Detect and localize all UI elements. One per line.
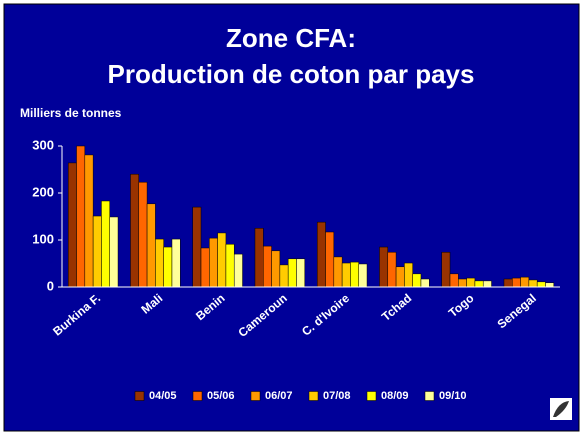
bar [217, 232, 227, 288]
bar [296, 258, 306, 288]
bar [200, 247, 210, 288]
bar [395, 266, 405, 288]
bar [155, 238, 164, 288]
y-tick-label: 100 [32, 231, 54, 246]
bar [503, 278, 513, 288]
bar [520, 276, 530, 288]
legend-swatch [424, 391, 435, 401]
chart-subtitle: Production de coton par pays [108, 59, 475, 89]
bar [528, 279, 538, 288]
bar [441, 251, 451, 288]
chart-title: Zone CFA: [226, 23, 356, 53]
legend-label: 09/10 [439, 390, 467, 402]
legend-swatch [250, 391, 261, 401]
bar [130, 173, 140, 288]
y-axis-label: Milliers de tonnes [20, 106, 122, 120]
bar [379, 246, 389, 288]
bar [449, 273, 459, 288]
bar [163, 246, 173, 288]
bar [101, 200, 110, 288]
bar [233, 253, 243, 288]
y-tick-label: 0 [47, 278, 54, 293]
legend-label: 08/09 [381, 390, 409, 402]
bar [420, 278, 430, 288]
bar [545, 282, 555, 288]
bar [109, 216, 119, 288]
logo [550, 398, 572, 420]
legend-swatch [366, 391, 377, 401]
bar [412, 273, 422, 288]
bar [325, 231, 335, 288]
bar [138, 181, 148, 288]
legend-label: 06/07 [265, 390, 293, 402]
bar [316, 221, 326, 288]
bar [341, 262, 351, 288]
legend-swatch [192, 391, 203, 401]
bar [92, 215, 102, 288]
bar [333, 256, 343, 288]
legend-label: 07/08 [323, 390, 351, 402]
y-tick-label: 300 [32, 137, 54, 152]
bar [482, 280, 492, 288]
bar [279, 264, 289, 288]
bar [171, 238, 181, 288]
bar [67, 162, 77, 288]
bar [536, 281, 546, 288]
y-tick-label: 200 [32, 184, 54, 199]
legend-label: 05/06 [207, 390, 235, 402]
bar [254, 228, 264, 288]
legend-label: 04/05 [149, 390, 177, 402]
bar [84, 154, 94, 288]
bar [192, 206, 202, 288]
bar [350, 261, 359, 288]
bar [209, 237, 218, 288]
legend-swatch [308, 391, 319, 401]
legend-swatch [134, 391, 145, 401]
bar [263, 245, 272, 288]
bar [474, 280, 484, 288]
bar [225, 243, 235, 288]
bar [466, 277, 476, 288]
bar [358, 263, 368, 288]
bar [271, 250, 281, 288]
bar [76, 145, 86, 288]
bar [287, 258, 297, 288]
bar [146, 203, 156, 288]
bar [404, 262, 413, 288]
bar [458, 278, 467, 288]
bar [512, 277, 521, 288]
bar [387, 251, 397, 288]
